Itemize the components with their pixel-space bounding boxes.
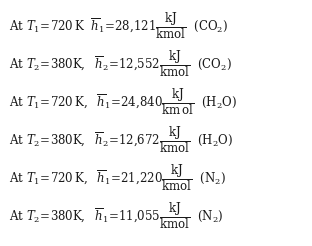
Text: At $\mathit{T}_1\!=\!720\,\mathrm{K,}$  $\overline{h}_1\!=\!21{,}220\dfrac{\math: At $\mathit{T}_1\!=\!720\,\mathrm{K,}$ $… (9, 162, 226, 193)
Text: At $\mathit{T}_2\!=\!380\mathrm{K,}$  $\overline{h}_2\!=\!12{,}672\dfrac{\mathrm: At $\mathit{T}_2\!=\!380\mathrm{K,}$ $\o… (9, 124, 234, 155)
Text: At $\mathit{T}_1\!=\!720\,\mathrm{K}$  $\overline{h}_1\!=\!28{,}121\dfrac{\mathr: At $\mathit{T}_1\!=\!720\,\mathrm{K}$ $\… (9, 10, 229, 41)
Text: At $\mathit{T}_2\!=\!380\mathrm{K,}$  $\overline{h}_1\!=\!11{,}055\dfrac{\mathrm: At $\mathit{T}_2\!=\!380\mathrm{K,}$ $\o… (9, 200, 224, 231)
Text: At $\mathit{T}_1\!=\!720\,\mathrm{K,}$  $\overline{h}_1\!=\!24{,}840\dfrac{\math: At $\mathit{T}_1\!=\!720\,\mathrm{K,}$ $… (9, 86, 238, 117)
Text: At $\mathit{T}_2\!=\!380\mathrm{K,}$  $\overline{h}_2\!=\!12{,}552\dfrac{\mathrm: At $\mathit{T}_2\!=\!380\mathrm{K,}$ $\o… (9, 48, 232, 79)
